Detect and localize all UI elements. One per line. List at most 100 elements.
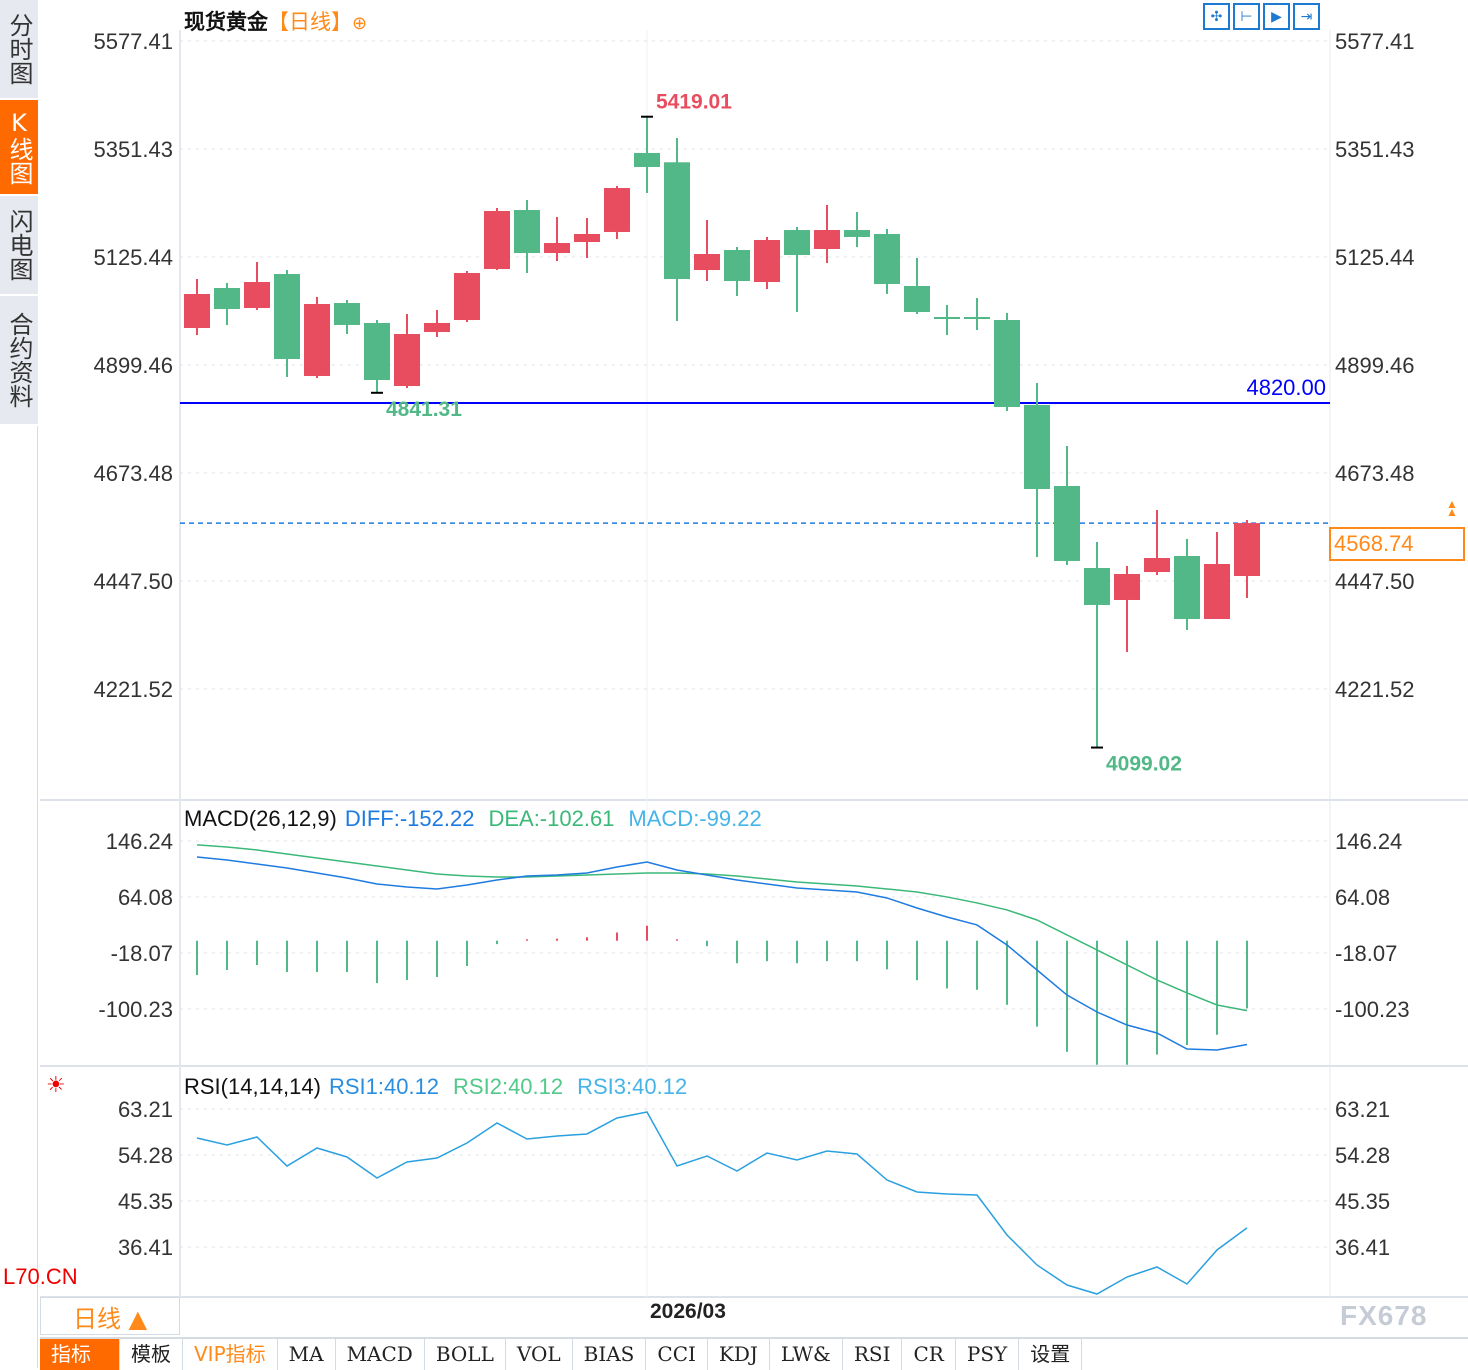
sidebar-item-intraday[interactable]: 分时图 (0, 0, 38, 100)
sidebar-item-flash[interactable]: 闪电图 (0, 196, 38, 296)
rsi-tick-right: 36.41 (1335, 1235, 1390, 1260)
tab-vip-indicators[interactable]: VIP指标 (183, 1339, 278, 1370)
tab-cr[interactable]: CR (902, 1339, 956, 1370)
price-tick-right: 4673.48 (1335, 461, 1415, 486)
candle-body (184, 294, 210, 328)
tab-indicators[interactable]: 指标 (40, 1339, 120, 1370)
tab-lw[interactable]: LW& (770, 1339, 843, 1370)
candle-body (814, 230, 840, 249)
candle-body (334, 303, 360, 325)
tab-kdj[interactable]: KDJ (708, 1339, 770, 1370)
macd-tick-right: -100.23 (1335, 997, 1410, 1022)
tab-vol[interactable]: VOL (506, 1339, 573, 1370)
price-tick-left: 5125.44 (93, 245, 173, 270)
tab-macd[interactable]: MACD (336, 1339, 425, 1370)
candle-body (1144, 558, 1170, 573)
price-tick-right: 5351.43 (1335, 137, 1415, 162)
candle-body (724, 249, 750, 282)
rsi-tick-right: 45.35 (1335, 1189, 1390, 1214)
rsi1-label: RSI1:40.12 (328, 1074, 440, 1099)
tab-boll[interactable]: BOLL (425, 1339, 506, 1370)
candle-body (874, 233, 900, 284)
price-tick-right: 4899.46 (1335, 353, 1415, 378)
sidebar-item-contract-info[interactable]: 合约资料 (0, 296, 38, 426)
instrument-name: 现货黄金 (184, 10, 268, 34)
candle-body (634, 152, 660, 167)
candle-body (484, 211, 510, 270)
rsi-name: RSI(14,14,14) (184, 1074, 321, 1099)
sidebar-item-kline[interactable]: K线图 (0, 100, 38, 196)
price-tick-left: 4899.46 (93, 353, 173, 378)
price-tick-right: 4447.50 (1335, 569, 1415, 594)
candle-body (784, 230, 810, 256)
x-axis-date: 2026/03 (650, 1300, 726, 1323)
tab-rsi[interactable]: RSI (843, 1339, 903, 1370)
macd-diff-label: DIFF:-152.22 (344, 806, 475, 831)
candle-body (994, 320, 1020, 407)
zoom-range-icon[interactable]: ⊢ (1233, 3, 1260, 30)
rsi-tick-right: 54.28 (1335, 1143, 1390, 1168)
macd-tick-right: -18.07 (1335, 941, 1397, 966)
price-tick-left: 5351.43 (93, 137, 173, 162)
rsi-title: RSI(14,14,14) RSI1:40.12 RSI2:40.12 RSI3:40… (184, 1074, 701, 1100)
candle-body (454, 272, 480, 321)
macd-value-label: MACD:-99.22 (628, 806, 762, 831)
settings-sun-icon[interactable]: ☀ (46, 1072, 66, 1097)
play-icon[interactable]: ▶ (1263, 3, 1290, 30)
candle-body (844, 230, 870, 237)
candle-body (424, 322, 450, 333)
high-marker-label: 5419.01 (656, 91, 732, 114)
candle-body (514, 209, 540, 254)
macd-tick-left: 146.24 (106, 829, 173, 854)
overlay-code: L70.CN (3, 1264, 78, 1289)
indicator-tabs: 指标 模板 VIP指标 MA MACD BOLL VOL BIAS CCI KD… (40, 1337, 1468, 1370)
candle-body (574, 233, 600, 243)
tab-ma[interactable]: MA (278, 1339, 336, 1370)
candle-body (604, 188, 630, 232)
candle-body (244, 282, 270, 309)
low-marker-label: 4841.31 (386, 398, 462, 421)
rsi-tick-left: 63.21 (118, 1097, 173, 1122)
candle-body (934, 317, 960, 320)
target-icon[interactable]: ⊕ (352, 13, 368, 34)
candle-body (214, 287, 240, 310)
macd-dea-label: DEA:-102.61 (488, 806, 615, 831)
goto-end-icon[interactable]: ⇥ (1293, 3, 1320, 30)
candle-body (1174, 556, 1200, 620)
support-line-label: 4820.00 (1246, 375, 1326, 400)
tab-settings[interactable]: 设置 (1019, 1339, 1083, 1370)
macd-title: MACD(26,12,9) DIFF:-152.22 DEA:-102.61 MACD… (184, 806, 776, 832)
candle-body (1054, 485, 1080, 561)
candle-body (1114, 573, 1140, 600)
tab-template[interactable]: 模板 (120, 1339, 183, 1370)
rsi-tick-left: 36.41 (118, 1235, 173, 1260)
candle-body (964, 317, 990, 320)
chart-toolbar: ✣ ⊢ ▶ ⇥ (1203, 3, 1320, 30)
rsi-line (196, 1111, 1248, 1295)
macd-name: MACD(26,12,9) (184, 806, 337, 831)
rsi-tick-right: 63.21 (1335, 1097, 1390, 1122)
crosshair-icon[interactable]: ✣ (1203, 3, 1230, 30)
tab-psy[interactable]: PSY (956, 1339, 1020, 1370)
price-arrow-icon: ▲ ▲ (1446, 497, 1458, 519)
candle-body (664, 162, 690, 280)
macd-tick-right: 64.08 (1335, 885, 1390, 910)
tab-cci[interactable]: CCI (646, 1339, 708, 1370)
candle-body (1024, 404, 1050, 490)
candle-body (754, 240, 780, 283)
candle-body (1204, 563, 1230, 620)
candle-body (1234, 523, 1260, 576)
period-selector[interactable]: 日线 ▲ (40, 1297, 180, 1335)
rsi-tick-left: 54.28 (118, 1143, 173, 1168)
low-marker-label: 4099.02 (1106, 753, 1182, 776)
candle-body (1084, 568, 1110, 605)
candle-body (904, 285, 930, 312)
macd-dea-line (196, 844, 1248, 1012)
sidebar: 分时图 K线图 闪电图 合约资料 (0, 0, 38, 1368)
macd-tick-left: -100.23 (98, 997, 173, 1022)
macd-tick-left: 64.08 (118, 885, 173, 910)
candle-body (394, 334, 420, 387)
tab-bias[interactable]: BIAS (573, 1339, 647, 1370)
price-tick-left: 4221.52 (93, 677, 173, 702)
